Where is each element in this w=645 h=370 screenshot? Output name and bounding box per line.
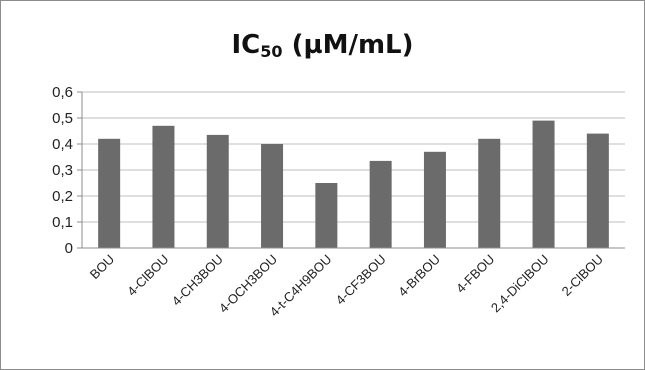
y-tick-label: 0,6 — [52, 84, 73, 101]
y-tick-label: 0,4 — [52, 136, 73, 153]
chart-title-suffix: (µM/mL) — [282, 30, 414, 60]
chart-title: IC50 (µM/mL) — [0, 30, 645, 61]
y-tick-label: 0,3 — [52, 162, 73, 179]
x-tick-label: BOU — [87, 252, 118, 283]
bar — [532, 120, 555, 248]
bar — [315, 183, 338, 248]
bar — [586, 133, 609, 248]
chart-title-main: IC — [231, 30, 261, 60]
bar — [261, 144, 284, 248]
chart-title-subscript: 50 — [260, 42, 283, 61]
bar — [369, 160, 392, 248]
y-tick-label: 0,2 — [52, 188, 73, 205]
x-tick-label: 2,4-DiClBOU — [488, 252, 552, 316]
bar — [98, 138, 121, 248]
y-tick-label: 0 — [65, 240, 73, 257]
x-tick-label: 4-CF3BOU — [333, 252, 389, 308]
bar — [206, 134, 229, 248]
x-tick-labels: BOU 4-ClBOU4-CH3BOU4-OCH3BOU4-t-C4H9BOU4-… — [87, 252, 606, 320]
bar — [152, 125, 175, 248]
bars — [98, 120, 609, 248]
bar — [423, 151, 446, 248]
x-tick-label: 4-BrBOU — [395, 252, 443, 300]
y-tick-label: 0,1 — [52, 214, 73, 231]
bar — [478, 138, 501, 248]
x-tick-label: 4-FBOU — [453, 252, 497, 296]
axes — [77, 91, 625, 249]
y-tick-label: 0,5 — [52, 110, 73, 127]
y-tick-labels: 0 0,1 0,2 0,3 0,4 0,5 0,6 — [52, 84, 73, 257]
x-tick-label: 2-ClBOU — [559, 252, 606, 299]
x-tick-label: 4-CH3BOU — [169, 252, 226, 309]
x-tick-label: 4-ClBOU — [124, 252, 171, 299]
